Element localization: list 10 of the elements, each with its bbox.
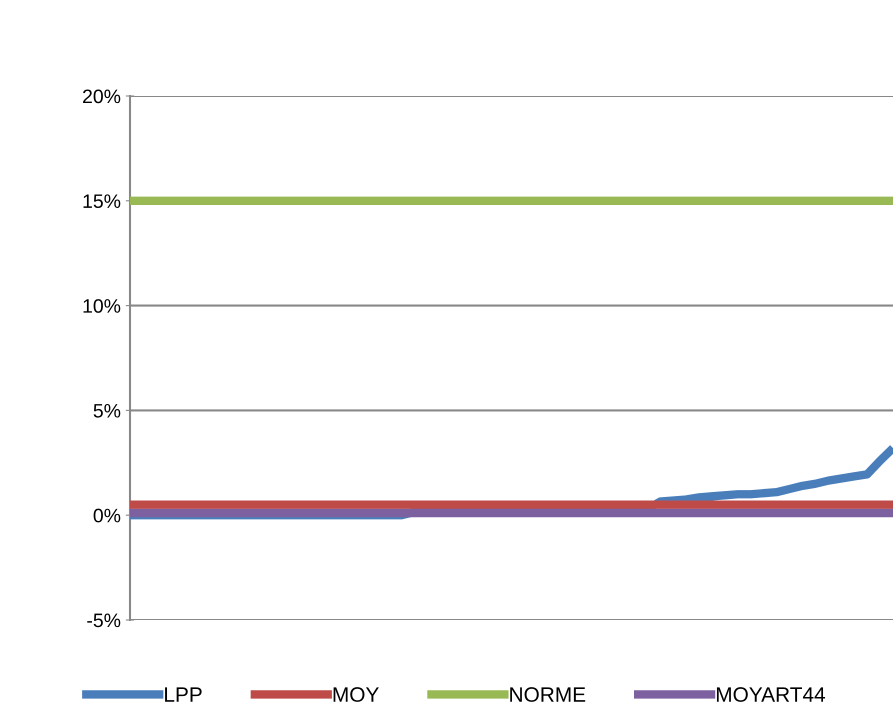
y-tick-label: -5%: [87, 614, 120, 628]
y-tick-label: 10%: [84, 299, 120, 313]
y-tick-label: 20%: [83, 89, 120, 104]
legend-label: LPP: [165, 687, 202, 702]
y-tick-label: 5%: [94, 404, 120, 418]
legend-label: MOY: [334, 687, 379, 702]
legend-label: MOYART44: [716, 687, 826, 702]
y-tick-label: 15%: [84, 194, 120, 208]
legend-label: NORME: [510, 687, 586, 702]
y-tick-label: 0%: [94, 508, 120, 522]
